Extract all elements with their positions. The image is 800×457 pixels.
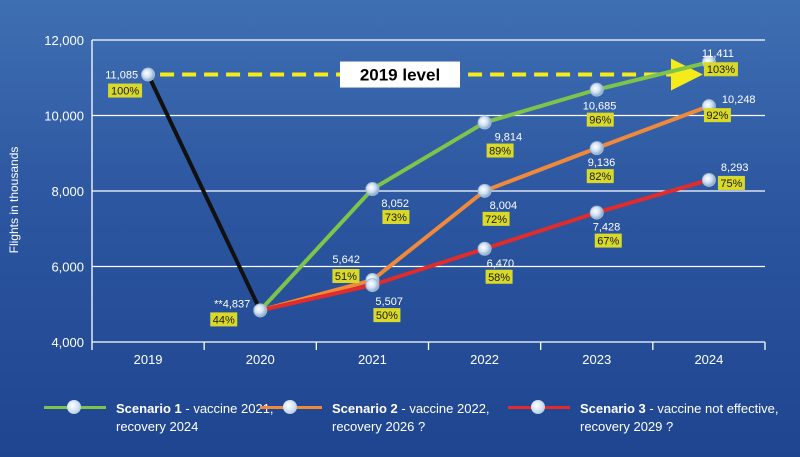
y-axis-label: Flights in thousands	[7, 147, 21, 254]
axes: Flights in thousands 4,000 6,000 8,000 10,0…	[7, 33, 723, 367]
data-value-label: 8,004	[490, 200, 518, 212]
data-point	[253, 303, 268, 318]
percent-label: 72%	[485, 214, 507, 226]
y-tick-label: 10,000	[44, 109, 84, 124]
series-line-actual	[146, 73, 263, 312]
legend-text-scenario-2: Scenario 2 - vaccine 2022, recovery 2026…	[332, 400, 490, 436]
data-value-label: 11,411	[702, 48, 734, 60]
data-point	[477, 241, 492, 256]
percent-badge	[717, 175, 745, 190]
data-point	[589, 82, 604, 97]
legend-marker-icon	[531, 400, 545, 414]
legend-marker-icon	[283, 400, 297, 414]
reference-label-box	[340, 61, 460, 88]
legend: Scenario 1 - vaccine 2021, recovery 2024…	[0, 400, 800, 450]
percent-label: 67%	[597, 236, 619, 248]
percent-label: 44%	[213, 314, 235, 326]
x-tick-label: 2024	[694, 352, 723, 367]
percent-badge	[482, 211, 510, 226]
x-tick-label: 2019	[134, 352, 163, 367]
legend-series-desc2: recovery 2026 ?	[332, 419, 426, 434]
series-lines	[146, 60, 710, 313]
percent-badge	[485, 269, 513, 284]
percent-badge	[703, 108, 731, 123]
percent-label: 100%	[111, 86, 139, 98]
legend-series-name: Scenario 2	[332, 401, 398, 416]
data-labels: 11,085 100% **4,837 44% 8,052 73% 9,814 89% 10,6…	[105, 48, 756, 327]
percent-label: 75%	[720, 178, 742, 190]
reference-label: 2019 level	[360, 66, 440, 85]
percent-label: 96%	[589, 115, 611, 127]
x-tick-label: 2020	[246, 352, 275, 367]
legend-series-name: Scenario 1	[116, 401, 182, 416]
legend-series-desc: - vaccine 2021,	[181, 401, 274, 416]
percent-badge	[586, 169, 614, 184]
data-value-label: 9,814	[495, 132, 523, 144]
percent-badge	[210, 312, 238, 327]
percent-label: 51%	[335, 271, 357, 283]
y-tick-label: 12,000	[44, 33, 84, 48]
data-value-label: 7,428	[593, 222, 621, 234]
percent-badge	[594, 233, 622, 248]
percent-label: 103%	[707, 64, 735, 76]
data-value-label: 5,642	[332, 254, 360, 266]
data-point	[365, 182, 380, 197]
flight-forecast-chart: Flights in thousands 4,000 6,000 8,000 10,0…	[7, 33, 756, 367]
y-tick-label: 8,000	[51, 184, 84, 199]
percent-badge	[108, 83, 143, 98]
data-value-label: 8,052	[381, 198, 409, 210]
data-point	[477, 183, 492, 198]
data-value-label: 10,685	[583, 101, 617, 113]
data-value-label: 9,136	[588, 157, 616, 169]
x-tick-label: 2022	[470, 352, 499, 367]
data-value-label: 6,470	[487, 258, 515, 270]
y-tick-label: 6,000	[51, 260, 84, 275]
reference-line: 2019 level	[160, 58, 703, 91]
data-value-label: 5,507	[375, 296, 403, 308]
data-value-label: 10,248	[722, 94, 756, 106]
data-points	[141, 55, 716, 318]
legend-series-name: Scenario 3	[580, 401, 646, 416]
legend-text-scenario-1: Scenario 1 - vaccine 2021, recovery 2024	[116, 400, 274, 436]
data-value-label: 11,085	[105, 70, 138, 82]
percent-label: 92%	[706, 110, 728, 122]
legend-series-desc: - vaccine 2022,	[397, 401, 490, 416]
data-point	[589, 205, 604, 220]
percent-label: 82%	[589, 171, 611, 183]
data-point	[701, 172, 716, 187]
percent-label: 58%	[488, 272, 510, 284]
data-value-label: 8,293	[721, 162, 749, 174]
x-tick-label: 2021	[358, 352, 387, 367]
data-point	[141, 67, 156, 82]
data-value-label: **4,837	[214, 298, 250, 310]
data-point	[365, 278, 380, 293]
percent-label: 73%	[385, 212, 407, 224]
percent-label: 89%	[489, 146, 511, 158]
legend-marker-icon	[67, 400, 81, 414]
legend-text-scenario-3: Scenario 3 - vaccine not effective, reco…	[580, 400, 778, 436]
legend-series-desc2: recovery 2029 ?	[580, 419, 674, 434]
percent-badge	[703, 62, 738, 77]
x-tick-label: 2023	[582, 352, 611, 367]
data-point	[589, 141, 604, 156]
percent-label: 50%	[376, 310, 398, 322]
percent-badge	[332, 269, 360, 284]
percent-badge	[586, 112, 614, 127]
series-line-scenario-2	[259, 104, 710, 313]
percent-badge	[486, 143, 514, 158]
percent-badge	[382, 210, 410, 225]
data-point	[477, 115, 492, 130]
legend-series-desc2: recovery 2024	[116, 419, 199, 434]
y-tick-label: 4,000	[51, 335, 84, 350]
percent-badge	[373, 308, 401, 323]
legend-series-desc: - vaccine not effective,	[645, 401, 779, 416]
